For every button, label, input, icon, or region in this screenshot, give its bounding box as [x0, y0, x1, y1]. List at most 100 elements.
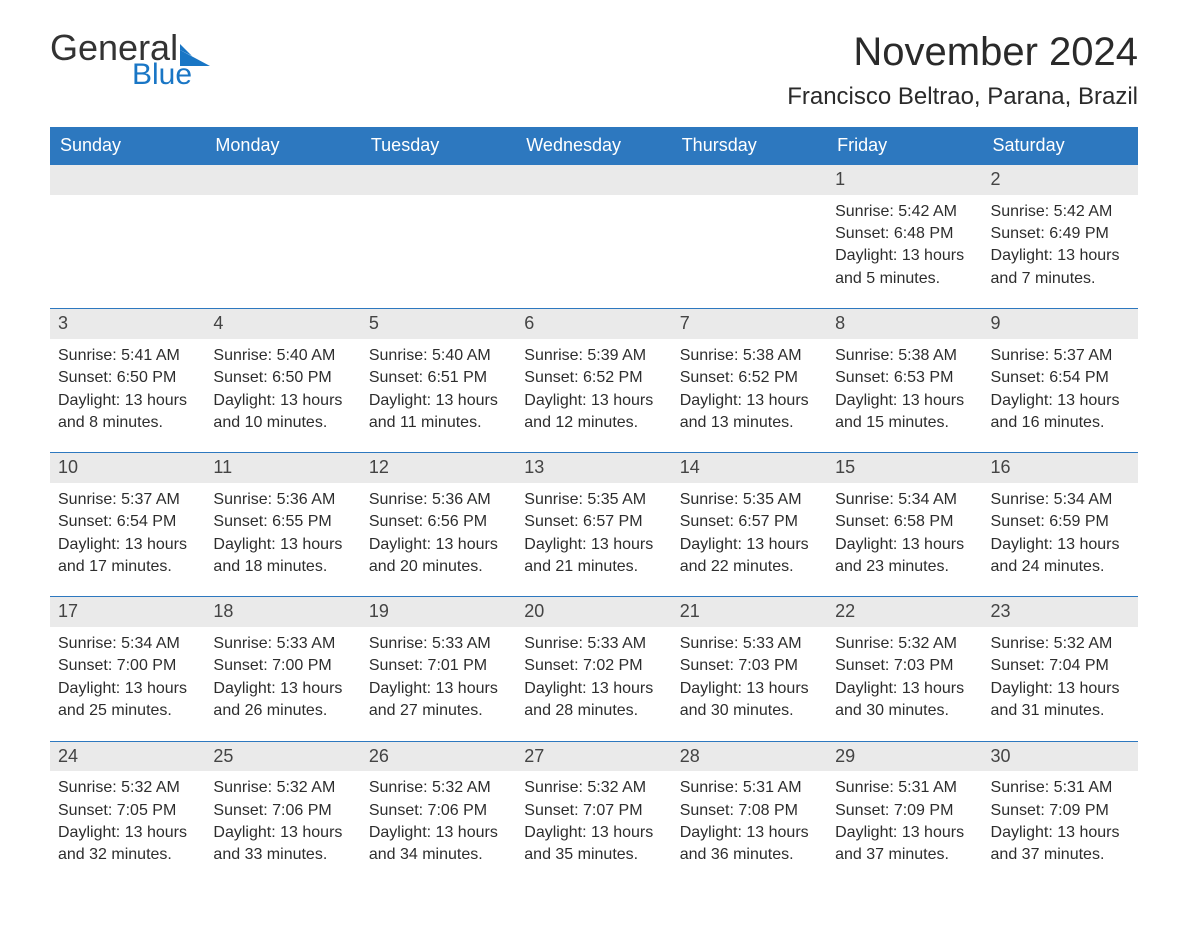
daylight-line: Daylight: 13 hours and 21 minutes.	[524, 534, 663, 579]
day-details: Sunrise: 5:32 AMSunset: 7:03 PMDaylight:…	[827, 627, 982, 723]
day-number: 30	[983, 742, 1138, 772]
sunrise-value: 5:39 AM	[587, 347, 646, 364]
sunset-value: 7:05 PM	[117, 802, 177, 819]
day-cell: 5Sunrise: 5:40 AMSunset: 6:51 PMDaylight…	[361, 309, 516, 453]
day-number: 4	[205, 309, 360, 339]
sunrise-line: Sunrise: 5:32 AM	[524, 777, 663, 799]
sunrise-label: Sunrise:	[991, 491, 1054, 508]
day-cell: 20Sunrise: 5:33 AMSunset: 7:02 PMDayligh…	[516, 597, 671, 741]
sunrise-line: Sunrise: 5:36 AM	[213, 489, 352, 511]
daylight-label: Daylight:	[58, 824, 125, 841]
sunset-line: Sunset: 6:48 PM	[835, 223, 974, 245]
daylight-label: Daylight:	[213, 680, 280, 697]
week-row: 3Sunrise: 5:41 AMSunset: 6:50 PMDaylight…	[50, 309, 1138, 453]
day-number: 18	[205, 597, 360, 627]
day-cell: 15Sunrise: 5:34 AMSunset: 6:58 PMDayligh…	[827, 453, 982, 597]
sunrise-value: 5:38 AM	[743, 347, 802, 364]
dayname-header-row: SundayMondayTuesdayWednesdayThursdayFrid…	[50, 127, 1138, 165]
sunrise-line: Sunrise: 5:33 AM	[213, 633, 352, 655]
sunrise-label: Sunrise:	[524, 491, 587, 508]
dayname-header: Sunday	[50, 127, 205, 165]
daylight-label: Daylight:	[524, 680, 591, 697]
sunset-label: Sunset:	[213, 657, 272, 674]
sunset-label: Sunset:	[835, 369, 894, 386]
daylight-line: Daylight: 13 hours and 32 minutes.	[58, 822, 197, 867]
day-number: 2	[983, 165, 1138, 195]
daylight-line: Daylight: 13 hours and 12 minutes.	[524, 390, 663, 435]
sunrise-line: Sunrise: 5:32 AM	[991, 633, 1130, 655]
sunset-label: Sunset:	[835, 513, 894, 530]
day-details: Sunrise: 5:33 AMSunset: 7:02 PMDaylight:…	[516, 627, 671, 723]
sunrise-value: 5:32 AM	[277, 779, 336, 796]
sunrise-line: Sunrise: 5:38 AM	[680, 345, 819, 367]
daylight-line: Daylight: 13 hours and 8 minutes.	[58, 390, 197, 435]
daylight-label: Daylight:	[680, 536, 747, 553]
sunset-label: Sunset:	[369, 802, 428, 819]
dayname-header: Friday	[827, 127, 982, 165]
daylight-line: Daylight: 13 hours and 26 minutes.	[213, 678, 352, 723]
day-number	[361, 165, 516, 195]
dayname-header: Saturday	[983, 127, 1138, 165]
day-cell: 2Sunrise: 5:42 AMSunset: 6:49 PMDaylight…	[983, 165, 1138, 309]
sunset-label: Sunset:	[213, 513, 272, 530]
day-cell: 24Sunrise: 5:32 AMSunset: 7:05 PMDayligh…	[50, 741, 205, 885]
day-details: Sunrise: 5:35 AMSunset: 6:57 PMDaylight:…	[516, 483, 671, 579]
daylight-label: Daylight:	[991, 536, 1058, 553]
sunset-line: Sunset: 6:55 PM	[213, 511, 352, 533]
sunset-value: 6:54 PM	[1049, 369, 1109, 386]
sunrise-value: 5:36 AM	[432, 491, 491, 508]
sunrise-value: 5:33 AM	[743, 635, 802, 652]
sunrise-line: Sunrise: 5:32 AM	[58, 777, 197, 799]
daylight-line: Daylight: 13 hours and 7 minutes.	[991, 245, 1130, 290]
daylight-line: Daylight: 13 hours and 33 minutes.	[213, 822, 352, 867]
daylight-line: Daylight: 13 hours and 30 minutes.	[835, 678, 974, 723]
sunset-label: Sunset:	[680, 369, 739, 386]
sunset-line: Sunset: 7:09 PM	[991, 800, 1130, 822]
daylight-label: Daylight:	[680, 824, 747, 841]
sunset-value: 7:07 PM	[583, 802, 643, 819]
day-cell: 30Sunrise: 5:31 AMSunset: 7:09 PMDayligh…	[983, 741, 1138, 885]
sunset-line: Sunset: 7:09 PM	[835, 800, 974, 822]
day-details: Sunrise: 5:34 AMSunset: 6:59 PMDaylight:…	[983, 483, 1138, 579]
day-details: Sunrise: 5:33 AMSunset: 7:01 PMDaylight:…	[361, 627, 516, 723]
day-number: 19	[361, 597, 516, 627]
sunrise-line: Sunrise: 5:31 AM	[835, 777, 974, 799]
sunset-label: Sunset:	[680, 802, 739, 819]
day-cell: 11Sunrise: 5:36 AMSunset: 6:55 PMDayligh…	[205, 453, 360, 597]
daylight-label: Daylight:	[991, 824, 1058, 841]
sunrise-value: 5:33 AM	[277, 635, 336, 652]
sunset-label: Sunset:	[991, 369, 1050, 386]
day-cell: 7Sunrise: 5:38 AMSunset: 6:52 PMDaylight…	[672, 309, 827, 453]
sunrise-line: Sunrise: 5:33 AM	[369, 633, 508, 655]
sunset-value: 7:06 PM	[272, 802, 332, 819]
day-details: Sunrise: 5:38 AMSunset: 6:53 PMDaylight:…	[827, 339, 982, 435]
day-cell: 19Sunrise: 5:33 AMSunset: 7:01 PMDayligh…	[361, 597, 516, 741]
sunset-line: Sunset: 6:54 PM	[991, 367, 1130, 389]
logo: General Blue	[50, 30, 212, 90]
day-details: Sunrise: 5:40 AMSunset: 6:51 PMDaylight:…	[361, 339, 516, 435]
sunset-line: Sunset: 7:07 PM	[524, 800, 663, 822]
day-cell: 27Sunrise: 5:32 AMSunset: 7:07 PMDayligh…	[516, 741, 671, 885]
day-number: 29	[827, 742, 982, 772]
sunrise-label: Sunrise:	[369, 491, 432, 508]
sunrise-value: 5:32 AM	[587, 779, 646, 796]
sunrise-label: Sunrise:	[369, 779, 432, 796]
day-details: Sunrise: 5:32 AMSunset: 7:06 PMDaylight:…	[205, 771, 360, 867]
daylight-label: Daylight:	[213, 536, 280, 553]
day-cell	[361, 165, 516, 309]
daylight-line: Daylight: 13 hours and 37 minutes.	[991, 822, 1130, 867]
sunset-line: Sunset: 7:00 PM	[58, 655, 197, 677]
day-details: Sunrise: 5:31 AMSunset: 7:09 PMDaylight:…	[983, 771, 1138, 867]
day-cell: 25Sunrise: 5:32 AMSunset: 7:06 PMDayligh…	[205, 741, 360, 885]
sunrise-line: Sunrise: 5:35 AM	[680, 489, 819, 511]
sunset-value: 6:57 PM	[738, 513, 798, 530]
sunrise-line: Sunrise: 5:41 AM	[58, 345, 197, 367]
day-number: 25	[205, 742, 360, 772]
sunrise-value: 5:37 AM	[1054, 347, 1113, 364]
sunrise-label: Sunrise:	[835, 491, 898, 508]
daylight-label: Daylight:	[369, 680, 436, 697]
sunset-value: 6:55 PM	[272, 513, 332, 530]
sunrise-line: Sunrise: 5:31 AM	[991, 777, 1130, 799]
daylight-label: Daylight:	[369, 392, 436, 409]
day-number: 10	[50, 453, 205, 483]
